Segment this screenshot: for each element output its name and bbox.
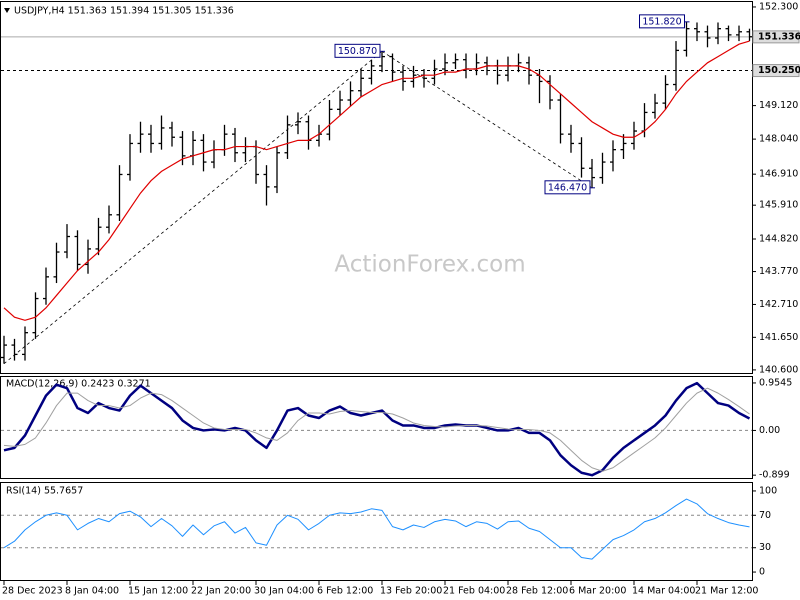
y-tick-label: 144.820 (759, 233, 798, 244)
y-tick-label: 149.120 (759, 100, 798, 111)
y-tick-label: 140.600 (759, 364, 798, 375)
x-tick-label: 22 Jan 20:00 (191, 586, 251, 597)
rsi-title: RSI(14) 55.7657 (6, 486, 83, 497)
annotation-box (334, 43, 381, 58)
y-tick-label: 146.910 (759, 169, 798, 180)
y-tick-label: 141.650 (759, 332, 798, 343)
annotation-box (544, 180, 591, 195)
x-tick-label: 21 Mar 12:00 (695, 586, 758, 597)
x-tick-label: 30 Jan 04:00 (254, 586, 314, 597)
price-line-label: 150.250 (758, 65, 800, 76)
y-tick-label: 0 (759, 567, 765, 578)
indicator-line (3, 498, 750, 560)
y-tick-label: 148.040 (759, 134, 798, 145)
rsi-panel (0, 482, 753, 581)
annotation-label: 146.470 (548, 182, 587, 193)
annotation-label: 151.820 (642, 16, 681, 27)
header-icon (4, 8, 10, 13)
y-tick-label: 152.300 (759, 1, 798, 12)
x-tick-label: 8 Jan 04:00 (65, 586, 119, 597)
y-tick-label: 70 (759, 510, 771, 521)
indicator-line (3, 381, 751, 477)
y-tick-label: -0.899 (759, 470, 790, 481)
x-tick-label: 6 Mar 20:00 (569, 586, 626, 597)
price-line-box (752, 64, 800, 78)
macd-title: MACD(12,26,9) 0.2423 0.3271 (6, 379, 151, 390)
y-tick-label: 142.710 (759, 299, 798, 310)
y-tick-label: 30 (759, 542, 771, 553)
price-panel (0, 1, 753, 374)
macd-panel (0, 376, 753, 479)
annotation-box (639, 14, 685, 29)
y-tick-label: 0.9545 (759, 377, 792, 388)
watermark: ActionForex.com (334, 252, 525, 278)
x-tick-label: 28 Feb 12:00 (506, 586, 568, 597)
x-tick-label: 28 Dec 2023 (2, 586, 63, 597)
trendline (3, 51, 383, 365)
x-tick-label: 13 Feb 20:00 (380, 586, 442, 597)
y-tick-label: 143.770 (759, 266, 798, 277)
x-tick-label: 21 Feb 04:00 (443, 586, 505, 597)
x-tick-label: 6 Feb 12:00 (317, 586, 373, 597)
y-tick-label: 145.910 (759, 200, 798, 211)
x-tick-label: 15 Jan 12:00 (128, 586, 188, 597)
indicator-line (3, 387, 750, 472)
price-line-label: 151.336 (758, 31, 800, 42)
chart-title: USDJPY,H4 151.363 151.394 151.305 151.33… (14, 6, 234, 17)
moving-average (3, 40, 750, 321)
x-tick-label: 14 Mar 04:00 (632, 586, 695, 597)
price-line-box (752, 30, 800, 44)
y-tick-label: 0.00 (759, 425, 780, 436)
y-tick-label: 100 (759, 485, 777, 496)
annotation-label: 150.870 (338, 46, 377, 57)
